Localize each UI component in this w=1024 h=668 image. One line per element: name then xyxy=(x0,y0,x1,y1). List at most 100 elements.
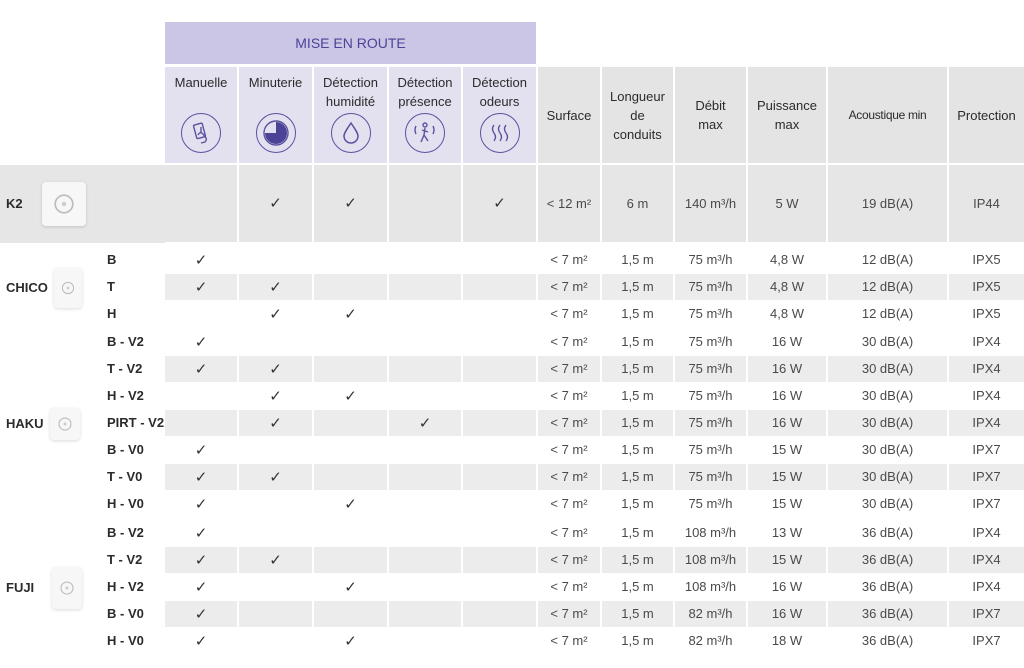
cell-manuelle: ✓ xyxy=(165,356,237,382)
header-detection-presence: Détection présence xyxy=(389,67,461,163)
cell-detection-odeurs xyxy=(463,491,536,517)
table-row: H - V0 ✓ ✓ < 7 m² 1,5 m 75 m³/h 15 W 30 dB(A) IP… xyxy=(0,491,1024,517)
cell-detection-humidite: ✓ xyxy=(314,574,387,600)
product-name: K2 xyxy=(6,196,23,211)
cell-minuterie: ✓ xyxy=(239,356,312,382)
odor-waves-icon xyxy=(479,113,520,153)
cell-debit: 75 m³/h xyxy=(675,383,746,409)
cell-protection: IPX4 xyxy=(949,520,1024,546)
product-k2: K2 xyxy=(0,165,165,243)
cell-longueur: 1,5 m xyxy=(602,464,673,490)
header-surface: Surface xyxy=(538,67,600,163)
header-manuelle: Manuelle xyxy=(165,67,237,163)
cell-surface: < 12 m² xyxy=(538,165,600,242)
table-row: B - V0 ✓ < 7 m² 1,5 m 75 m³/h 15 W 30 dB(A) IPX… xyxy=(0,437,1024,463)
cell-minuterie xyxy=(239,437,312,463)
cell-detection-humidite xyxy=(314,329,387,355)
cell-detection-presence xyxy=(389,247,461,273)
cell-acoustique: 30 dB(A) xyxy=(828,329,947,355)
table-row: H - V2 ✓ ✓ < 7 m² 1,5 m 75 m³/h 16 W 30 dB(A) IP… xyxy=(0,383,1024,409)
check-mark: ✓ xyxy=(269,305,282,323)
cell-detection-humidite xyxy=(314,464,387,490)
cell-manuelle: ✓ xyxy=(165,547,237,573)
variant-label: T - V2 xyxy=(107,361,143,377)
table-row: H - V2 ✓ ✓ < 7 m² 1,5 m 108 m³/h 16 W 36 dB(A) I… xyxy=(0,574,1024,600)
cell-acoustique: 12 dB(A) xyxy=(828,247,947,273)
cell-detection-presence xyxy=(389,437,461,463)
product-haku: HAKU xyxy=(0,329,165,518)
cell-debit: 75 m³/h xyxy=(675,274,746,300)
cell-puissance: 16 W xyxy=(748,574,826,600)
cell-detection-humidite xyxy=(314,547,387,573)
cell-manuelle: ✓ xyxy=(165,520,237,546)
cell-surface: < 7 m² xyxy=(538,247,600,273)
check-mark: ✓ xyxy=(194,524,208,542)
table-row: B ✓ < 7 m² 1,5 m 75 m³/h 4,8 W 12 dB(A) IPX5 xyxy=(0,247,1024,273)
cell-longueur: 1,5 m xyxy=(602,520,673,546)
cell-detection-presence: ✓ xyxy=(389,410,461,436)
variant-label: T - V0 xyxy=(107,469,143,485)
cell-detection-odeurs xyxy=(463,274,536,300)
cell-surface: < 7 m² xyxy=(538,628,600,654)
cell-detection-presence xyxy=(389,329,461,355)
cell-puissance: 4,8 W xyxy=(748,247,826,273)
check-mark: ✓ xyxy=(269,360,282,378)
water-drop-icon xyxy=(330,113,371,153)
cell-surface: < 7 m² xyxy=(538,274,600,300)
header-detection-humidite: Détection humidité xyxy=(314,67,387,163)
motion-sensor-icon xyxy=(405,113,445,153)
k2-fan-image xyxy=(42,182,86,226)
cell-detection-presence xyxy=(389,547,461,573)
check-mark: ✓ xyxy=(344,305,357,323)
timer-icon xyxy=(255,113,296,153)
cell-protection: IP44 xyxy=(949,165,1024,242)
cell-minuterie xyxy=(239,628,312,654)
cell-manuelle: ✓ xyxy=(165,329,237,355)
cell-acoustique: 30 dB(A) xyxy=(828,356,947,382)
cell-detection-presence xyxy=(389,356,461,382)
cell-detection-humidite xyxy=(314,410,387,436)
cell-detection-humidite xyxy=(314,437,387,463)
check-mark: ✓ xyxy=(344,387,357,405)
haku-fan-image xyxy=(50,407,80,440)
table-row: B - V2 ✓ < 7 m² 1,5 m 108 m³/h 13 W 36 dB(A) IP… xyxy=(0,520,1024,546)
cell-puissance: 15 W xyxy=(748,547,826,573)
cell-surface: < 7 m² xyxy=(538,383,600,409)
cell-detection-odeurs xyxy=(463,437,536,463)
cell-manuelle: ✓ xyxy=(165,464,237,490)
cell-puissance: 16 W xyxy=(748,601,826,627)
cell-acoustique: 19 dB(A) xyxy=(828,165,947,242)
cell-protection: IPX4 xyxy=(949,356,1024,382)
cell-puissance: 15 W xyxy=(748,437,826,463)
cell-manuelle xyxy=(165,301,237,327)
variant-label: B - V2 xyxy=(107,334,144,350)
check-mark: ✓ xyxy=(194,495,208,513)
cell-manuelle: ✓ xyxy=(165,437,237,463)
cell-puissance: 13 W xyxy=(748,520,826,546)
cell-puissance: 5 W xyxy=(748,165,826,242)
cell-detection-odeurs xyxy=(463,464,536,490)
cell-longueur: 1,5 m xyxy=(602,491,673,517)
cell-debit: 108 m³/h xyxy=(675,547,746,573)
cell-detection-odeurs xyxy=(463,574,536,600)
cell-detection-odeurs xyxy=(463,601,536,627)
check-mark: ✓ xyxy=(269,195,282,213)
check-mark: ✓ xyxy=(269,414,282,432)
cell-longueur: 1,5 m xyxy=(602,574,673,600)
table-row: B - V2 ✓ < 7 m² 1,5 m 75 m³/h 16 W 30 dB(A) IPX… xyxy=(0,329,1024,355)
cell-surface: < 7 m² xyxy=(538,601,600,627)
variant-label: H - V2 xyxy=(107,579,144,595)
cell-acoustique: 36 dB(A) xyxy=(828,601,947,627)
product-chico: CHICO xyxy=(0,247,165,328)
cell-puissance: 16 W xyxy=(748,329,826,355)
table-row: ✓ ✓ ✓ < 12 m² 6 m 140 m³/h 5 W 19 dB(A) IP44 xyxy=(0,165,1024,242)
cell-longueur: 6 m xyxy=(602,165,673,242)
check-mark: ✓ xyxy=(344,195,357,213)
cell-puissance: 16 W xyxy=(748,383,826,409)
variant-label: B - V0 xyxy=(107,442,144,458)
cell-minuterie: ✓ xyxy=(239,464,312,490)
check-mark: ✓ xyxy=(269,551,282,569)
check-mark: ✓ xyxy=(344,495,357,513)
cell-detection-presence xyxy=(389,301,461,327)
cell-debit: 75 m³/h xyxy=(675,301,746,327)
